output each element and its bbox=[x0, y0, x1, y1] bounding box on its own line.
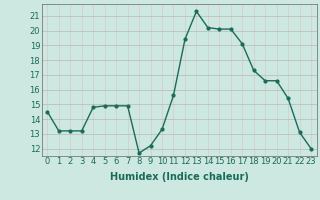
X-axis label: Humidex (Indice chaleur): Humidex (Indice chaleur) bbox=[110, 172, 249, 182]
